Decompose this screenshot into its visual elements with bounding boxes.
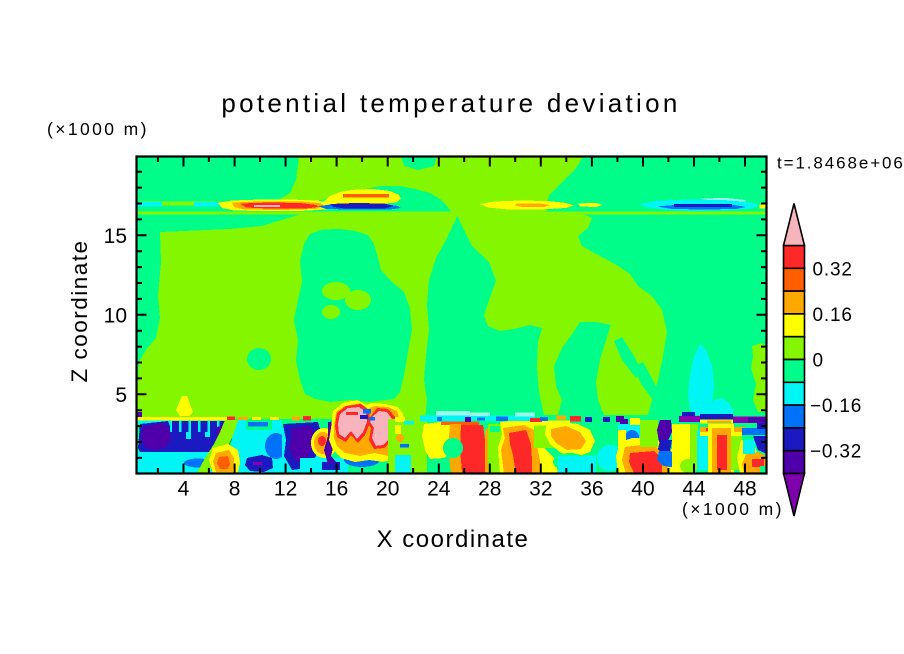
svg-text:8: 8 xyxy=(229,477,241,500)
svg-text:15: 15 xyxy=(104,225,127,248)
svg-text:40: 40 xyxy=(631,477,654,500)
svg-text:5: 5 xyxy=(115,384,127,407)
svg-text:Z coordinate: Z coordinate xyxy=(67,239,92,382)
svg-text:4: 4 xyxy=(178,477,190,500)
svg-text:44: 44 xyxy=(682,477,706,500)
svg-text:−0.16: −0.16 xyxy=(810,396,862,417)
svg-text:(×1000 m): (×1000 m) xyxy=(682,499,784,519)
svg-text:20: 20 xyxy=(376,477,399,500)
svg-text:X coordinate: X coordinate xyxy=(377,526,530,553)
svg-text:16: 16 xyxy=(325,477,348,500)
svg-text:t=1.8468e+06: t=1.8468e+06 xyxy=(777,154,904,173)
svg-text:32: 32 xyxy=(529,477,552,500)
svg-text:10: 10 xyxy=(104,305,127,328)
svg-text:0: 0 xyxy=(813,351,824,372)
svg-text:potential temperature deviatio: potential temperature deviation xyxy=(221,88,680,118)
svg-text:28: 28 xyxy=(478,477,501,500)
svg-text:−0.32: −0.32 xyxy=(810,442,862,463)
svg-text:0.32: 0.32 xyxy=(813,259,853,280)
svg-text:24: 24 xyxy=(427,477,451,500)
svg-text:0.16: 0.16 xyxy=(813,305,853,326)
svg-text:12: 12 xyxy=(274,477,297,500)
svg-text:(×1000 m): (×1000 m) xyxy=(47,119,149,139)
svg-text:36: 36 xyxy=(580,477,603,500)
svg-text:48: 48 xyxy=(733,477,756,500)
